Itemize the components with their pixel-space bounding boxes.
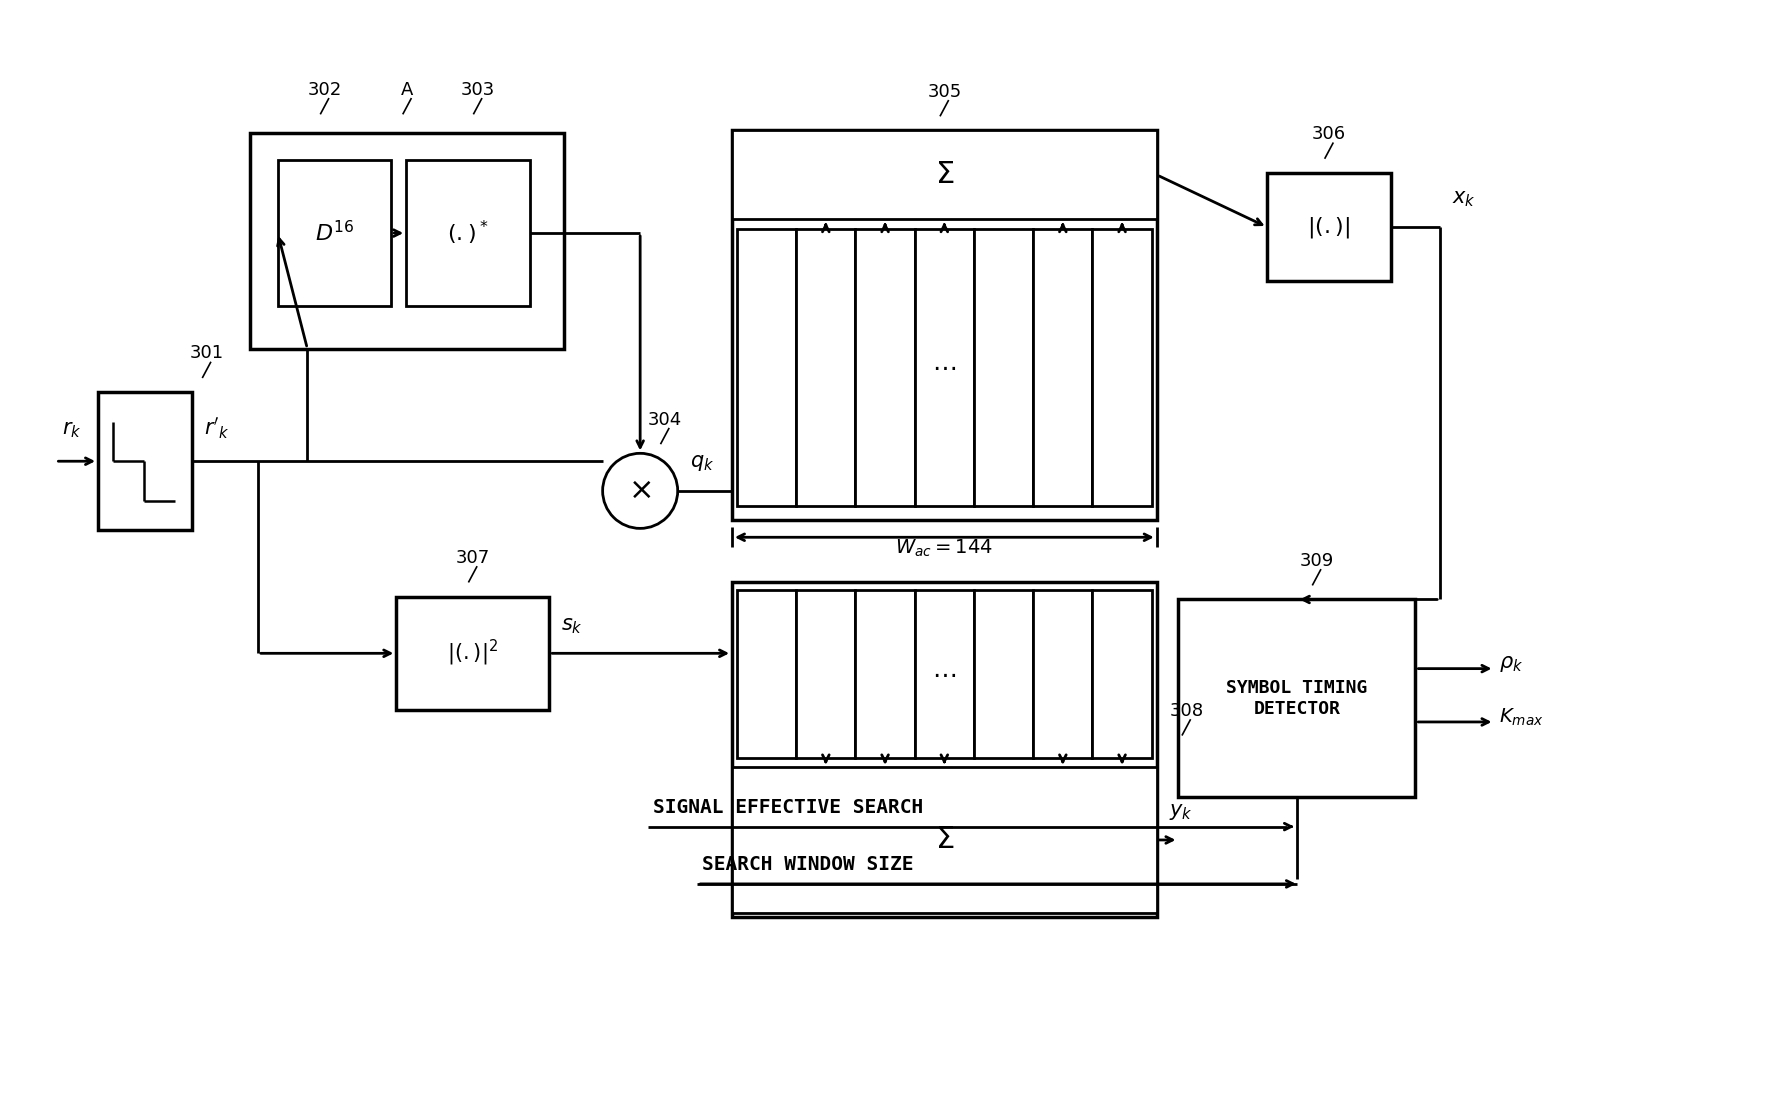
Bar: [797, 229, 855, 505]
Bar: [732, 131, 1157, 521]
Text: A: A: [401, 80, 413, 98]
Bar: [732, 581, 1157, 918]
Bar: [249, 133, 565, 349]
Text: $\rho_k$: $\rho_k$: [1499, 654, 1524, 674]
Text: $\Sigma$: $\Sigma$: [934, 160, 953, 189]
Text: $r'_k$: $r'_k$: [203, 416, 228, 442]
Text: SYMBOL TIMING
DETECTOR: SYMBOL TIMING DETECTOR: [1226, 679, 1367, 718]
Bar: [1092, 589, 1151, 758]
Bar: [732, 131, 1157, 219]
Bar: [975, 229, 1034, 505]
Text: $K_{max}$: $K_{max}$: [1499, 707, 1543, 728]
Text: SEARCH WINDOW SIZE: SEARCH WINDOW SIZE: [702, 855, 914, 874]
Text: $\times$: $\times$: [629, 476, 652, 505]
Text: 307: 307: [456, 549, 490, 567]
Text: 301: 301: [189, 344, 225, 362]
Bar: [1034, 589, 1092, 758]
Bar: [975, 589, 1034, 758]
Bar: [406, 160, 529, 306]
Bar: [1178, 599, 1415, 797]
Bar: [855, 589, 914, 758]
Bar: [914, 589, 975, 758]
Bar: [1034, 229, 1092, 505]
Text: $r_k$: $r_k$: [62, 419, 82, 439]
Text: $s_k$: $s_k$: [561, 616, 583, 635]
Text: 305: 305: [927, 83, 962, 101]
Text: $y_k$: $y_k$: [1169, 803, 1192, 822]
Bar: [738, 229, 797, 505]
Text: 303: 303: [460, 80, 495, 98]
Text: SIGNAL EFFECTIVE SEARCH: SIGNAL EFFECTIVE SEARCH: [652, 798, 923, 817]
Bar: [1267, 173, 1390, 282]
Bar: [396, 597, 549, 710]
Text: 302: 302: [308, 80, 342, 98]
Text: $D^{16}$: $D^{16}$: [315, 220, 355, 246]
Circle shape: [602, 453, 677, 529]
Text: $x_k$: $x_k$: [1452, 189, 1475, 209]
Text: $W_{ac}=144$: $W_{ac}=144$: [895, 538, 993, 559]
Bar: [797, 589, 855, 758]
Text: $(.)^*$: $(.)^*$: [447, 219, 488, 247]
Text: $|(.)| $: $|(.)| $: [1308, 215, 1351, 239]
Text: 306: 306: [1312, 125, 1345, 143]
Bar: [914, 229, 975, 505]
Text: 309: 309: [1299, 552, 1333, 570]
Text: $|(.)| ^2$: $|(.)| ^2$: [447, 638, 499, 669]
Text: 308: 308: [1169, 702, 1203, 720]
Text: $q_k$: $q_k$: [690, 453, 715, 473]
Bar: [732, 767, 1157, 912]
Bar: [278, 160, 392, 306]
Bar: [855, 229, 914, 505]
Text: $\cdots$: $\cdots$: [932, 356, 957, 379]
Text: $\cdots$: $\cdots$: [932, 662, 957, 685]
Text: 304: 304: [647, 410, 683, 428]
Bar: [98, 392, 192, 530]
Bar: [1092, 229, 1151, 505]
Text: $\Sigma$: $\Sigma$: [934, 825, 953, 854]
Bar: [738, 589, 797, 758]
